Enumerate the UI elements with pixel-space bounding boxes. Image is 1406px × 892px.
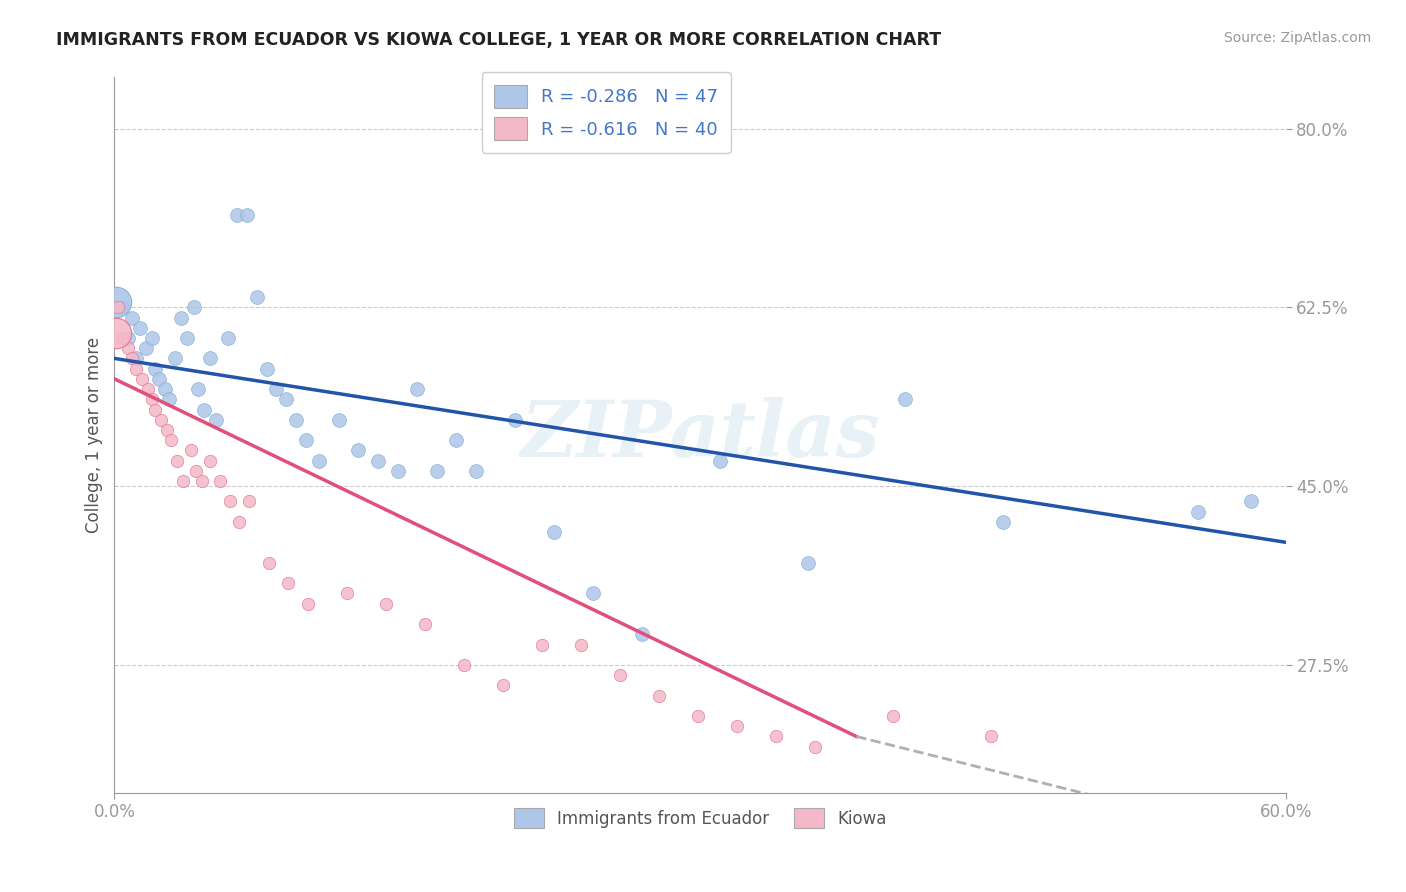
Point: [709, 453, 731, 467]
Point: [163, 351, 186, 366]
Point: [444, 433, 467, 447]
Point: [991, 515, 1014, 529]
Point: [294, 433, 316, 447]
Point: [145, 361, 167, 376]
Point: [276, 392, 298, 407]
Point: [145, 402, 167, 417]
Point: [980, 730, 1002, 744]
Point: [308, 453, 330, 467]
Point: [804, 739, 827, 754]
Point: [257, 556, 280, 570]
Point: [136, 382, 159, 396]
Point: [105, 295, 128, 310]
Point: [191, 474, 214, 488]
Point: [148, 372, 170, 386]
Point: [297, 597, 319, 611]
Point: [131, 372, 153, 386]
Point: [117, 341, 139, 355]
Point: [141, 331, 163, 345]
Point: [882, 709, 904, 723]
Point: [246, 290, 269, 304]
Point: [117, 331, 139, 345]
Point: [170, 310, 193, 325]
Point: [105, 326, 128, 340]
Point: [725, 719, 748, 733]
Point: [176, 331, 198, 345]
Point: [374, 597, 396, 611]
Point: [238, 494, 260, 508]
Point: [141, 392, 163, 407]
Point: [172, 474, 194, 488]
Point: [121, 351, 143, 366]
Point: [1187, 505, 1209, 519]
Point: [464, 464, 486, 478]
Point: [387, 464, 409, 478]
Text: IMMIGRANTS FROM ECUADOR VS KIOWA COLLEGE, 1 YEAR OR MORE CORRELATION CHART: IMMIGRANTS FROM ECUADOR VS KIOWA COLLEGE…: [56, 31, 942, 49]
Point: [765, 730, 787, 744]
Point: [157, 392, 180, 407]
Point: [135, 341, 157, 355]
Point: [128, 320, 150, 334]
Point: [208, 474, 231, 488]
Point: [183, 301, 205, 315]
Point: [111, 331, 134, 345]
Point: [285, 413, 308, 427]
Point: [648, 689, 671, 703]
Point: [187, 382, 209, 396]
Point: [530, 638, 553, 652]
Point: [256, 361, 278, 376]
Point: [453, 657, 475, 672]
Point: [426, 464, 449, 478]
Point: [218, 494, 240, 508]
Point: [205, 413, 228, 427]
Point: [609, 668, 631, 682]
Point: [198, 351, 221, 366]
Point: [492, 678, 515, 692]
Point: [347, 443, 370, 458]
Point: [582, 586, 605, 600]
Point: [336, 586, 359, 600]
Point: [277, 576, 299, 591]
Point: [156, 423, 179, 437]
Point: [630, 627, 652, 641]
Point: [1240, 494, 1263, 508]
Point: [543, 525, 565, 540]
Point: [367, 453, 389, 467]
Point: [503, 413, 526, 427]
Point: [217, 331, 239, 345]
Legend: Immigrants from Ecuador, Kiowa: Immigrants from Ecuador, Kiowa: [508, 802, 893, 834]
Point: [153, 382, 176, 396]
Point: [125, 351, 148, 366]
Point: [121, 310, 143, 325]
Point: [228, 515, 250, 529]
Point: [193, 402, 215, 417]
Point: [111, 301, 134, 315]
Point: [180, 443, 202, 458]
Point: [413, 617, 436, 632]
Y-axis label: College, 1 year or more: College, 1 year or more: [86, 337, 103, 533]
Point: [198, 453, 221, 467]
Point: [226, 208, 249, 222]
Point: [125, 361, 148, 376]
Point: [328, 413, 350, 427]
Point: [166, 453, 188, 467]
Point: [894, 392, 917, 407]
Point: [236, 208, 259, 222]
Point: [406, 382, 429, 396]
Point: [796, 556, 818, 570]
Text: ZIPatlas: ZIPatlas: [520, 397, 880, 474]
Point: [569, 638, 592, 652]
Text: Source: ZipAtlas.com: Source: ZipAtlas.com: [1223, 31, 1371, 45]
Point: [107, 301, 129, 315]
Point: [160, 433, 183, 447]
Point: [186, 464, 208, 478]
Point: [266, 382, 288, 396]
Point: [688, 709, 710, 723]
Point: [150, 413, 173, 427]
